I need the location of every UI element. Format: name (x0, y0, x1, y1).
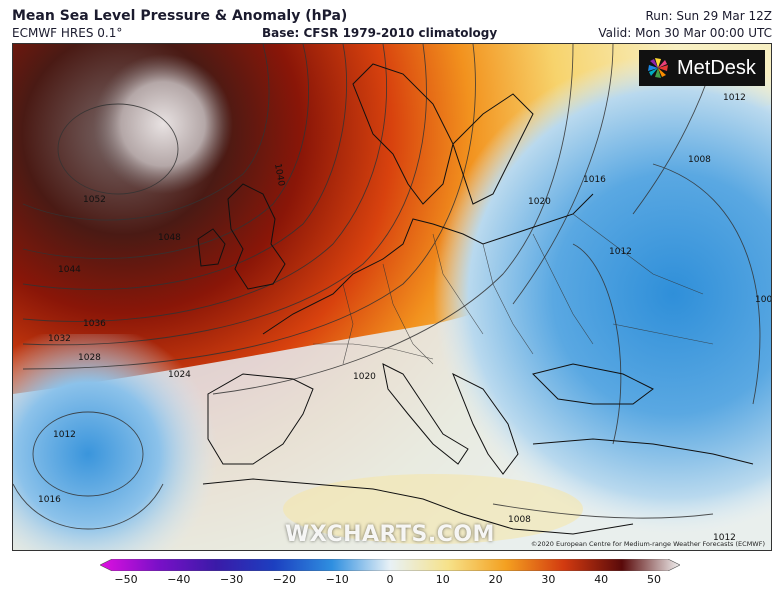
isobar-label: 1012 (53, 430, 76, 440)
colorbar-tick-label: 10 (435, 573, 450, 586)
anomaly-map: 1052 1048 1044 1040 1036 1032 1028 1024 … (12, 43, 772, 551)
isobar-label: 1008 (755, 295, 772, 305)
colorbar-tick-label: 20 (488, 573, 503, 586)
chart-title: Mean Sea Level Pressure & Anomaly (hPa) (12, 8, 348, 24)
isobar-label: 1012 (723, 93, 746, 103)
run-time-label: Run: Sun 29 Mar 12Z (645, 9, 772, 23)
isobar-label: 1032 (48, 334, 71, 344)
climatology-base-label: Base: CFSR 1979-2010 climatology (262, 26, 498, 40)
colorbar-tick-label: −50 (114, 573, 138, 586)
model-label: ECMWF HRES 0.1° (12, 26, 123, 40)
valid-time-label: Valid: Mon 30 Mar 00:00 UTC (598, 26, 772, 40)
isobar-label: 1024 (168, 370, 191, 380)
colorbar-tick-label: −40 (167, 573, 191, 586)
isobar-label: 1020 (353, 372, 376, 382)
isobar-label: 1052 (83, 195, 106, 205)
colorbar-tick-label: 0 (386, 573, 394, 586)
isobar-label: 1012 (609, 247, 632, 257)
colorbar-tick-label: −20 (272, 573, 296, 586)
wxcharts-watermark: WXCHARTS.COM (285, 522, 495, 547)
metdesk-logo-text: MetDesk (677, 56, 756, 79)
isobar-label: 1012 (713, 533, 736, 543)
map-canvas: 1052 1048 1044 1040 1036 1032 1028 1024 … (13, 44, 772, 550)
isobar-label: 1016 (583, 175, 606, 185)
country-borders (313, 213, 714, 365)
isobar-label: 1028 (78, 353, 101, 363)
isobar-label: 1008 (688, 155, 711, 165)
coastlines (197, 63, 754, 535)
isobar-label: 1016 (38, 495, 61, 505)
copyright-notice: ©2020 European Centre for Medium-range W… (530, 540, 765, 548)
isobar-label: 1044 (58, 265, 81, 275)
colorbar-tick-label: 40 (594, 573, 609, 586)
isobar-label: 1040 (272, 163, 286, 188)
isobar-labels: 1052 1048 1044 1040 1036 1032 1028 1024 … (38, 93, 772, 543)
isobar-lines (13, 44, 761, 530)
isobar-label: 1008 (508, 515, 531, 525)
colorbar-tick-label: −30 (219, 573, 244, 586)
isobar-label: 1020 (528, 197, 551, 207)
metdesk-logo-icon (648, 58, 668, 78)
metdesk-logo: MetDesk (639, 50, 765, 86)
colorbar-tick-label: 50 (647, 573, 661, 586)
colorbar-tick-label: 30 (541, 573, 556, 586)
isobar-label: 1048 (158, 233, 181, 243)
colorbar-tick-label: −10 (325, 573, 349, 586)
anomaly-colorbar (100, 559, 680, 571)
isobar-label: 1036 (83, 319, 106, 329)
